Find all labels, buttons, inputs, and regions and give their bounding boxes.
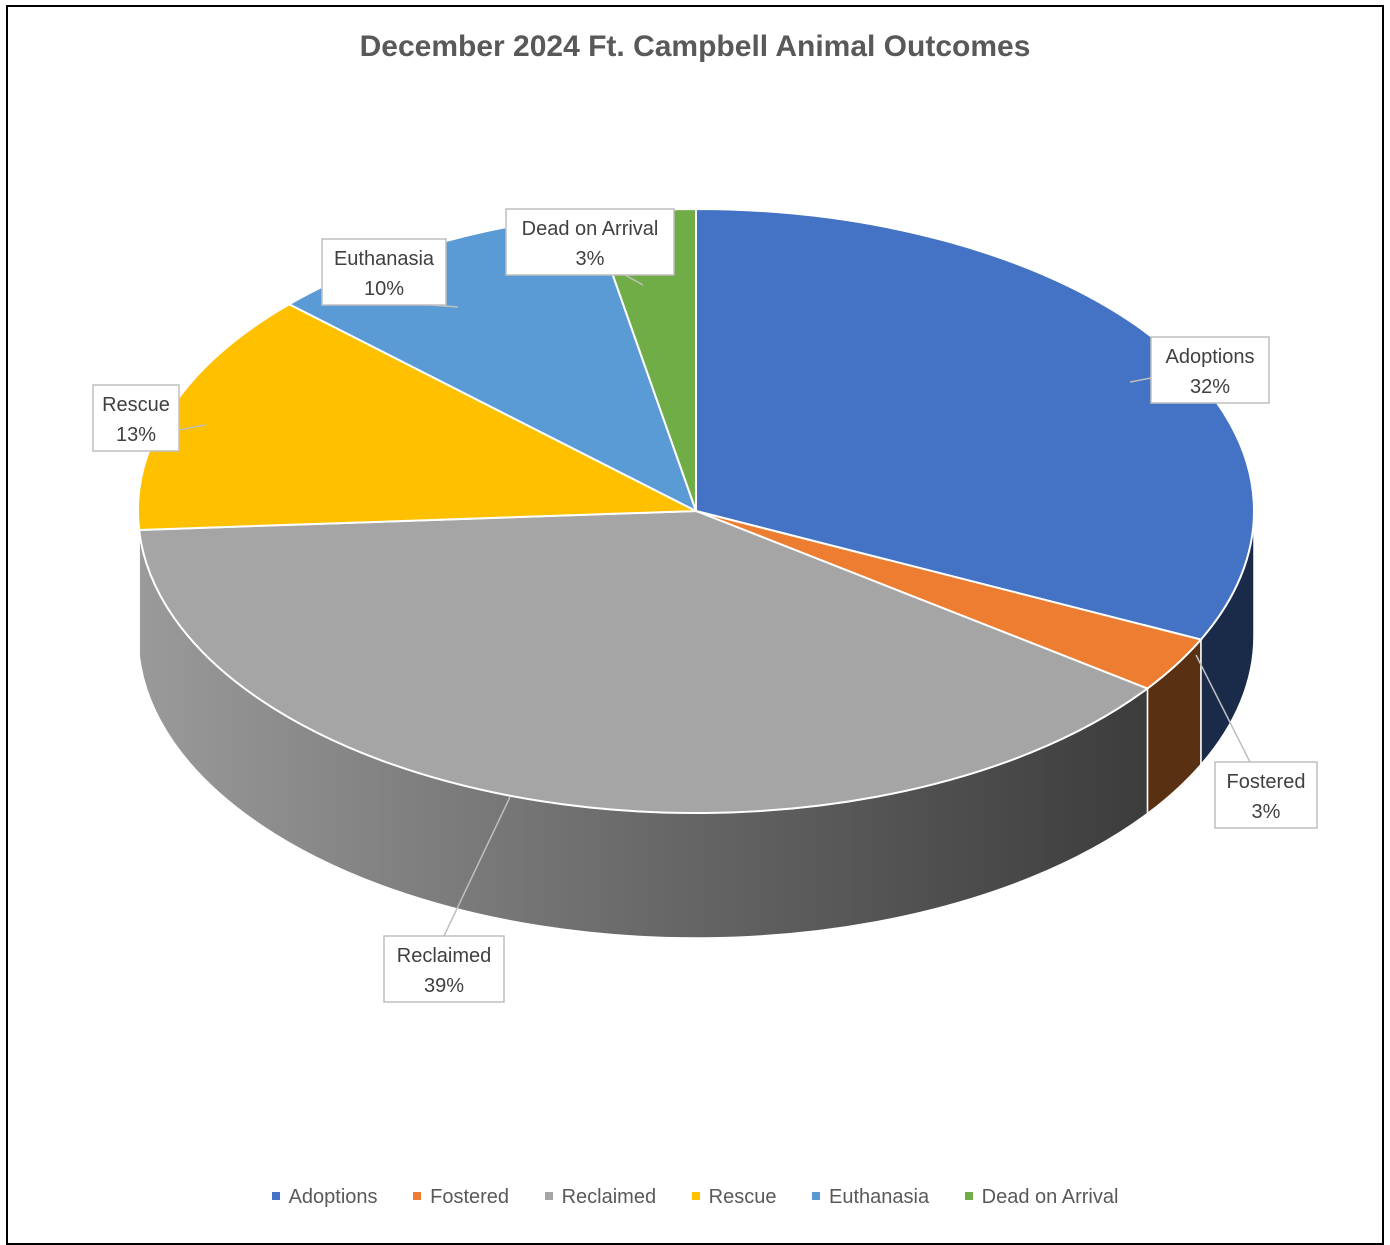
data-label-category: Reclaimed [397,945,491,967]
data-label-value: 10% [364,278,404,300]
legend-item-fostered: Fostered [413,1186,509,1209]
data-label-value: 3% [1252,801,1281,823]
data-label-value: 32% [1190,376,1230,398]
pie-slice-reclaimed [137,509,1150,814]
legend-item-dead-on-arrival: Dead on Arrival [964,1186,1119,1209]
legend-label: Rescue [708,1186,777,1208]
legend-swatch [964,1191,973,1200]
chart-legend: Adoptions Fostered Reclaimed Rescue Euth… [0,1186,1390,1209]
data-label-category: Euthanasia [334,248,435,270]
data-label-value: 39% [424,975,464,997]
chart-title: December 2024 Ft. Campbell Animal Outcom… [359,30,1031,63]
data-label-reclaimed: Reclaimed 39% [383,796,511,1003]
data-label-rescue: Rescue 13% [92,384,206,452]
legend-label: Dead on Arrival [981,1186,1119,1208]
legend-swatch [544,1191,553,1200]
data-label-category: Fostered [1227,771,1306,793]
data-label-euthanasia: Euthanasia 10% [321,238,459,308]
legend-swatch [812,1191,821,1200]
legend-item-euthanasia: Euthanasia [812,1186,929,1209]
legend-label: Fostered [430,1186,510,1208]
data-label-box [92,384,180,452]
leader-line [1195,654,1251,763]
legend-label: Euthanasia [829,1186,930,1208]
legend-label: Reclaimed [561,1186,657,1208]
data-label-value: 3% [576,248,605,270]
legend-item-rescue: Rescue [691,1186,777,1209]
data-label-dead-on-arrival: Dead on Arrival 3% [505,208,675,286]
legend-item-adoptions: Adoptions [271,1186,378,1209]
leader-line [178,424,206,431]
data-label-box [1214,761,1318,829]
legend-swatch [691,1191,700,1200]
data-label-value: 13% [116,424,156,446]
data-label-category: Adoptions [1166,346,1255,368]
data-label-category: Dead on Arrival [522,218,659,240]
leader-line [624,274,644,286]
data-label-category: Rescue [102,394,170,416]
data-label-box [505,208,675,276]
legend-item-reclaimed: Reclaimed [544,1186,657,1209]
leader-line [1129,377,1152,383]
data-label-fostered: Fostered 3% [1195,654,1318,829]
leader-line [443,796,511,937]
legend-swatch [271,1191,280,1200]
data-label-box [1150,336,1270,404]
data-label-box [383,935,505,1003]
data-label-adoptions: Adoptions 32% [1129,336,1270,404]
legend-swatch [413,1191,422,1200]
data-label-box [321,238,447,306]
legend-label: Adoptions [288,1186,378,1208]
